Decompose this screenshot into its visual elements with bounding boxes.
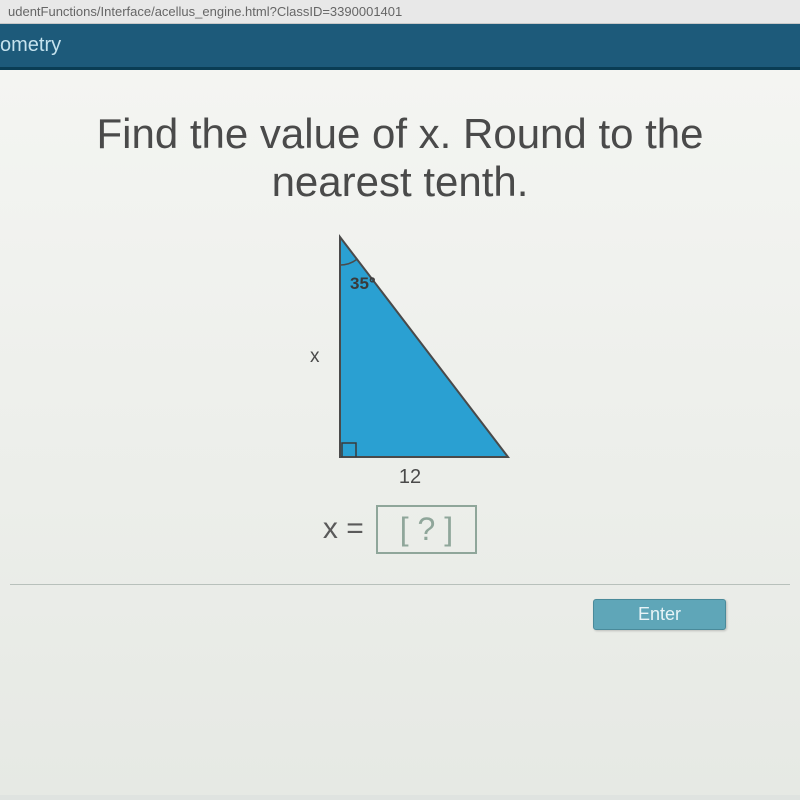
answer-placeholder: ? bbox=[418, 511, 436, 547]
button-row: Enter bbox=[0, 585, 800, 630]
answer-row: x = [ ? ] bbox=[0, 505, 800, 554]
svg-text:x: x bbox=[310, 346, 320, 367]
course-header: ometry bbox=[0, 24, 800, 70]
enter-button[interactable]: Enter bbox=[593, 599, 726, 630]
svg-text:35°: 35° bbox=[350, 274, 376, 293]
question-text: Find the value of x. Round to the neares… bbox=[0, 110, 800, 207]
question-line-2: nearest tenth. bbox=[272, 158, 529, 205]
figure-container: 35° x 12 bbox=[0, 227, 800, 497]
triangle-figure: 35° x 12 bbox=[250, 227, 550, 497]
question-line-1: Find the value of x. Round to the bbox=[96, 110, 703, 157]
url-bar: udentFunctions/Interface/acellus_engine.… bbox=[0, 0, 800, 24]
answer-input-box[interactable]: [ ? ] bbox=[376, 505, 477, 554]
svg-text:12: 12 bbox=[399, 466, 421, 488]
answer-prefix: x = bbox=[323, 512, 364, 546]
content-area: Find the value of x. Round to the neares… bbox=[0, 70, 800, 795]
